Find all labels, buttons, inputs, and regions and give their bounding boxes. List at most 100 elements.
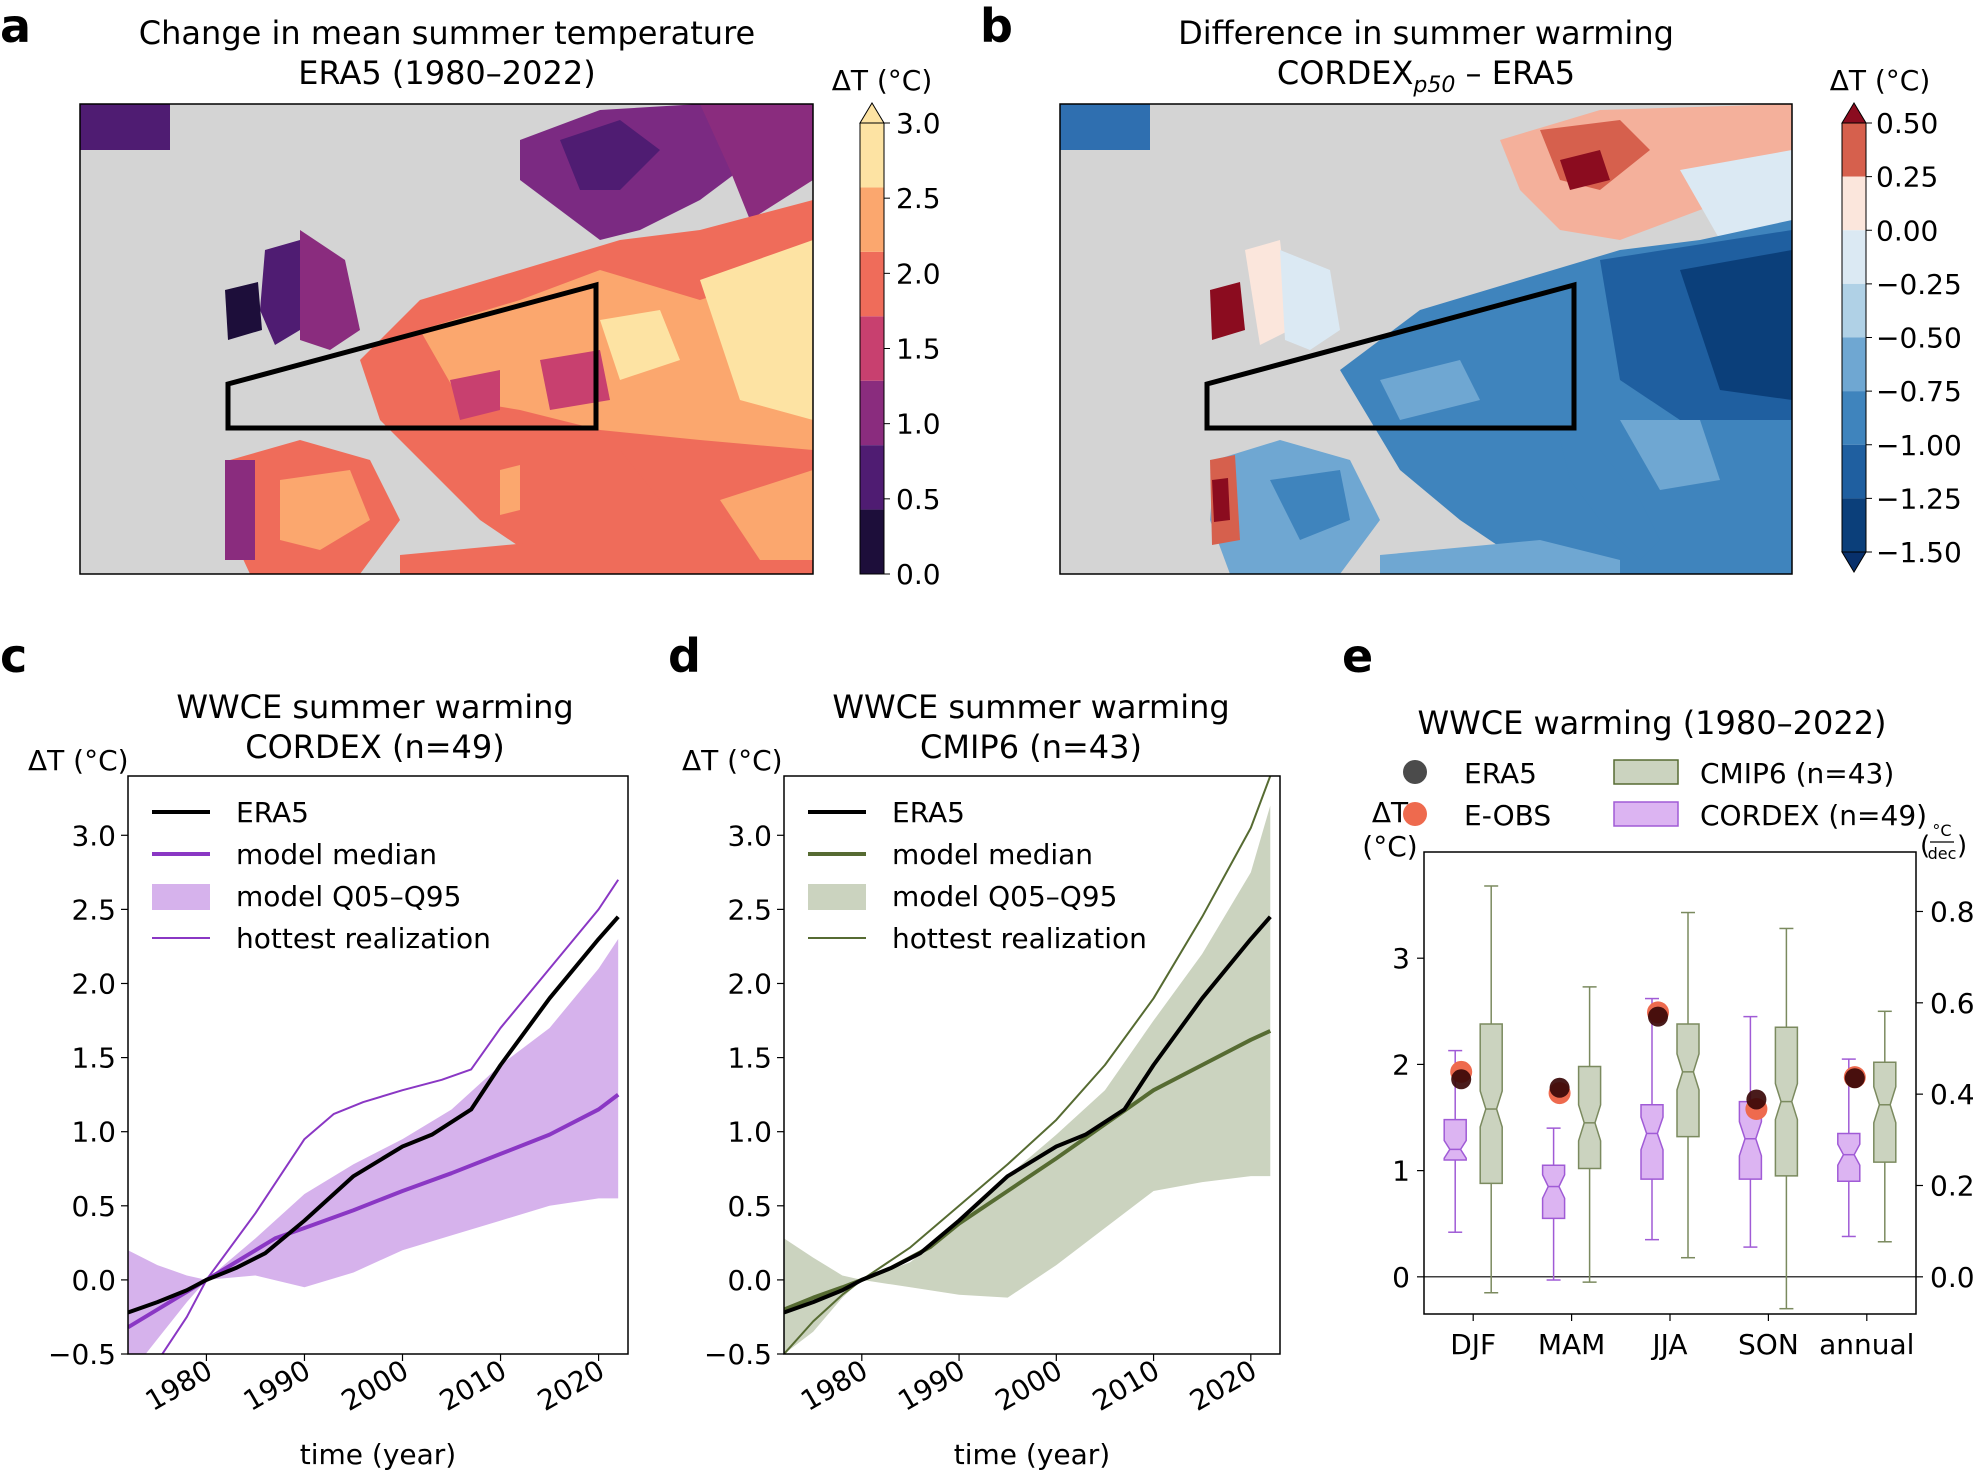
panel-a-title-line2: ERA5 (1980–2022) (298, 54, 595, 92)
x-tick-label-annual: annual (1819, 1328, 1914, 1361)
colorbar-a-tick: 2.0 (896, 257, 941, 290)
colorbar-b-segment (1842, 230, 1866, 284)
colorbar-a-segment (860, 509, 884, 574)
era5-point-JJA (1648, 1006, 1668, 1027)
panel-c-legend: ERA5 model median model Q05–Q95 hottest … (152, 796, 491, 955)
panel-b-title-sub: p50 (1412, 73, 1455, 98)
legend-e-era5-marker (1403, 760, 1427, 784)
colorbar-b-tick: 0.25 (1876, 161, 1938, 194)
panel-a-letter: a (0, 0, 31, 53)
wwce-region-outline (225, 281, 599, 431)
cmip6-DJF-box (1479, 1023, 1503, 1185)
colorbar-b-extend-top (1841, 102, 1867, 124)
panel-c-xlabel: time (year) (300, 1438, 456, 1470)
y2-tick-label: 0.8 (1930, 895, 1974, 928)
colorbar-a-tick: 3.0 (896, 107, 941, 140)
y-tick-label: 1.0 (727, 1116, 772, 1149)
panel-d-title-line1: WWCE summer warming (832, 688, 1229, 726)
y-tick-label: −0.5 (48, 1338, 116, 1371)
colorbar-a-tick: 2.5 (896, 182, 941, 215)
legend-e-eobs-marker (1403, 802, 1427, 826)
legend-d-q: model Q05–Q95 (892, 880, 1117, 913)
colorbar-b-tick: 0.00 (1876, 214, 1938, 247)
y-tick-label: −0.5 (704, 1338, 772, 1371)
wwce-region-outline-b (1204, 281, 1577, 431)
legend-e-cmip6: CMIP6 (n=43) (1700, 757, 1894, 790)
x-tick-label: 2010 (434, 1353, 512, 1417)
legend-d-q-swatch (808, 884, 866, 910)
x-tick-label: 2020 (1184, 1353, 1262, 1417)
y-tick-label: 3.0 (727, 819, 772, 852)
y-tick-label: 0.5 (727, 1190, 772, 1223)
panel-a-colorbar-label: ΔT (°C) (832, 64, 933, 97)
x-tick-label: 1990 (892, 1353, 970, 1417)
y-tick-label: 1.5 (71, 1042, 116, 1075)
colorbar-a-segment (860, 251, 884, 317)
x-tick-label-SON: SON (1738, 1328, 1799, 1361)
colorbar-a-segment (860, 187, 884, 252)
series-hottest-realization (784, 776, 1272, 1354)
legend-e-era5: ERA5 (1464, 757, 1537, 790)
panel-c-title-line1: WWCE summer warming (176, 688, 573, 726)
legend-c-q-swatch (152, 884, 210, 910)
colorbar-a-segment (860, 445, 884, 510)
y2-tick-label: 0.2 (1930, 1169, 1974, 1202)
legend-e-eobs: E-OBS (1464, 799, 1551, 832)
panel-b-letter: b (980, 0, 1013, 53)
panel-d-plot-area (784, 776, 1272, 1354)
colorbar-a-tick: 1.5 (896, 333, 941, 366)
y-tick-label: 3 (1392, 942, 1410, 975)
panel-e-ylabel-line2: (°C) (1362, 830, 1417, 863)
y-tick-label: 1 (1392, 1155, 1410, 1188)
cordex-annual-box (1837, 1132, 1861, 1182)
x-tick-label: 2020 (532, 1353, 610, 1417)
legend-d-median: model median (892, 838, 1093, 871)
series-era5 (128, 915, 620, 1315)
series-model-median (784, 1029, 1272, 1312)
panel-c-plot-area (128, 879, 620, 1354)
colorbar-a-extend (859, 102, 885, 124)
cmip6-annual-box (1873, 1061, 1897, 1163)
x-tick-label: 2000 (990, 1353, 1068, 1417)
panel-e-axes: DJF MAM JJA SON annual 0 1 2 3 0.0 0.2 0.4 0.6 0.8 (1392, 895, 1974, 1361)
cordex-DJF-box (1443, 1118, 1467, 1161)
panel-b-colorbar: ΔT (°C) 0.50 0.25 0.00 −0.25 −0.50 −0.75 −1.00… (1830, 64, 1962, 573)
colorbar-b-segment (1842, 498, 1866, 552)
legend-c-median: model median (236, 838, 437, 871)
colorbar-a-segment (860, 380, 884, 446)
colorbar-b-tick: −1.00 (1876, 429, 1962, 462)
era5-point-DJF (1451, 1069, 1472, 1090)
cordex-MAM-box (1541, 1164, 1566, 1220)
legend-e-cordex: CORDEX (n=49) (1700, 799, 1927, 832)
panel-e-y2-num: °C (1932, 821, 1951, 840)
y-tick-label: 1.0 (71, 1116, 116, 1149)
panel-e-title: WWCE warming (1980–2022) (1417, 704, 1886, 742)
panel-e-ylabel-line1: ΔT (1372, 796, 1409, 829)
y-tick-label: 2.5 (71, 893, 116, 926)
panel-a: a Change in mean summer temperature ERA5… (0, 0, 941, 591)
panel-b: b Difference in summer warming CORDEXp50… (980, 0, 1962, 575)
colorbar-b-segment (1842, 176, 1866, 231)
panel-c-title-line2: CORDEX (n=49) (245, 728, 505, 766)
x-tick-label: 1980 (795, 1353, 873, 1417)
series-era5 (784, 915, 1272, 1315)
y-tick-label: 0.5 (71, 1190, 116, 1223)
y-tick-label: 0 (1392, 1261, 1410, 1294)
panel-d-title-line2: CMIP6 (n=43) (920, 728, 1142, 766)
panel-b-colorbar-label: ΔT (°C) (1830, 64, 1931, 97)
panel-a-colorbar: ΔT (°C) 0.0 0.5 1.0 1.5 2.0 2.5 3.0 (832, 64, 941, 591)
panel-d: d WWCE summer warming CMIP6 (n=43) ΔT (°… (668, 629, 1281, 1471)
x-tick-label: 2010 (1087, 1353, 1165, 1417)
svg-text:): ) (1957, 831, 1967, 861)
cmip6-JJA-box (1676, 1023, 1700, 1138)
x-tick-label: 2000 (336, 1353, 414, 1417)
legend-c-q: model Q05–Q95 (236, 880, 461, 913)
x-tick-label-DJF: DJF (1450, 1328, 1496, 1361)
panel-b-title-tail: – ERA5 (1455, 54, 1575, 92)
colorbar-b-tick: −0.50 (1876, 322, 1962, 355)
legend-d-era5: ERA5 (892, 796, 965, 829)
legend-e-cmip6-swatch (1613, 759, 1679, 785)
legend-c-era5: ERA5 (236, 796, 309, 829)
panel-b-title-line1: Difference in summer warming (1178, 14, 1674, 52)
